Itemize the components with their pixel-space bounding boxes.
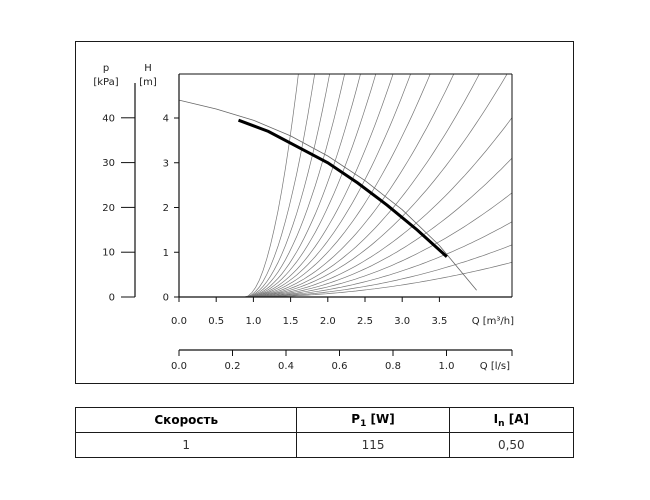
- p-tick-label-10: 10: [102, 248, 115, 259]
- q-ls-axis-label: Q [l/s]: [480, 361, 510, 372]
- q-ls-tick-label-0.4: 0.4: [278, 361, 294, 372]
- header-current-unit: [A]: [504, 411, 529, 426]
- q-m3h-tick-label-3.5: 3.5: [431, 316, 447, 327]
- system-curve-15: [244, 221, 512, 297]
- system-curve-2: [244, 74, 330, 297]
- h-axis-unit: [m]: [139, 77, 157, 88]
- p-tick-label-40: 40: [102, 113, 115, 124]
- system-curve-11: [244, 74, 508, 297]
- system-curve-3: [244, 74, 345, 297]
- q-ls-tick-label-1.0: 1.0: [439, 361, 455, 372]
- h-tick-label-1: 1: [163, 248, 169, 259]
- system-curve-8: [244, 74, 431, 297]
- q-m3h-axis-label: Q [m³/h]: [472, 316, 514, 327]
- system-curve-7: [244, 74, 411, 297]
- h-axis-symbol: H: [144, 63, 152, 74]
- q-ls-tick-label-0.6: 0.6: [332, 361, 348, 372]
- p-tick-label-20: 20: [102, 203, 115, 214]
- header-power-symbol: P: [351, 411, 361, 426]
- system-curve-6: [244, 74, 394, 297]
- system-curve-0: [244, 74, 299, 297]
- cell-power: 115: [296, 432, 450, 458]
- q-ls-tick-label-0.0: 0.0: [171, 361, 187, 372]
- header-power-unit: [W]: [366, 411, 395, 426]
- pump-curve-speed-1: [237, 118, 448, 258]
- table-header-row: Скорость P1 [W] In [A]: [74, 407, 575, 433]
- p-tick-label-30: 30: [102, 158, 115, 169]
- q-ls-tick-label-0.8: 0.8: [385, 361, 401, 372]
- q-m3h-tick-label-1.0: 1.0: [245, 316, 261, 327]
- max-curve-line: [179, 99, 477, 291]
- cell-current: 0,50: [448, 432, 575, 458]
- q-m3h-tick-label-3.0: 3.0: [394, 316, 410, 327]
- h-tick-label-4: 4: [163, 114, 169, 125]
- pump-curve-chart: 0 1 2 3 4 H [m] 0 10 20 30 40 p [kPa] 0.0 0.5 1.0 1.5 2.0 2…: [75, 41, 574, 384]
- h-tick-label-2: 2: [163, 203, 169, 214]
- q-m3h-tick-label-0.0: 0.0: [171, 316, 187, 327]
- spec-table: Скорость P1 [W] In [A] 1 115 0,50: [74, 407, 575, 458]
- p-tick-label-0: 0: [109, 293, 115, 304]
- q-ls-tick-label-0.2: 0.2: [225, 361, 241, 372]
- q-m3h-tick-label-1.5: 1.5: [283, 316, 299, 327]
- header-current-subscript: n: [498, 418, 505, 429]
- header-speed: Скорость: [74, 407, 298, 433]
- system-curve-1: [244, 74, 316, 297]
- system-curve-10: [244, 74, 480, 297]
- q-m3h-tick-label-2.0: 2.0: [320, 316, 336, 327]
- system-curve-17: [244, 261, 512, 297]
- cell-speed: 1: [74, 432, 298, 458]
- system-curve-12: [244, 117, 512, 297]
- h-tick-label-3: 3: [163, 158, 169, 169]
- system-curve-9: [244, 74, 455, 297]
- header-current: In [A]: [448, 407, 575, 433]
- h-tick-label-0: 0: [163, 293, 169, 304]
- chart-plot: 0 1 2 3 4 H [m] 0 10 20 30 40 p [kPa] 0.0 0.5 1.0 1.5 2.0 2…: [93, 63, 514, 372]
- header-power-subscript: 1: [360, 418, 367, 429]
- system-curve-4: [244, 74, 361, 297]
- header-power: P1 [W]: [296, 407, 450, 433]
- system-curve-16: [244, 244, 512, 297]
- table-row: 1 115 0,50: [74, 432, 575, 458]
- q-m3h-tick-label-2.5: 2.5: [357, 316, 373, 327]
- system-curve-5: [244, 74, 377, 297]
- q-m3h-tick-label-0.5: 0.5: [208, 316, 224, 327]
- plot-content: 0 1 2 3 4 H [m] 0 10 20 30 40 p [kPa] 0.0 0.5 1.0 1.5 2.0 2…: [93, 63, 514, 372]
- system-curves: [179, 74, 512, 297]
- system-curve-14: [244, 192, 512, 297]
- p-axis-unit: [kPa]: [93, 77, 118, 88]
- p-axis-symbol: p: [103, 63, 109, 74]
- system-curve-13: [244, 157, 512, 297]
- header-current-symbol: I: [493, 411, 499, 426]
